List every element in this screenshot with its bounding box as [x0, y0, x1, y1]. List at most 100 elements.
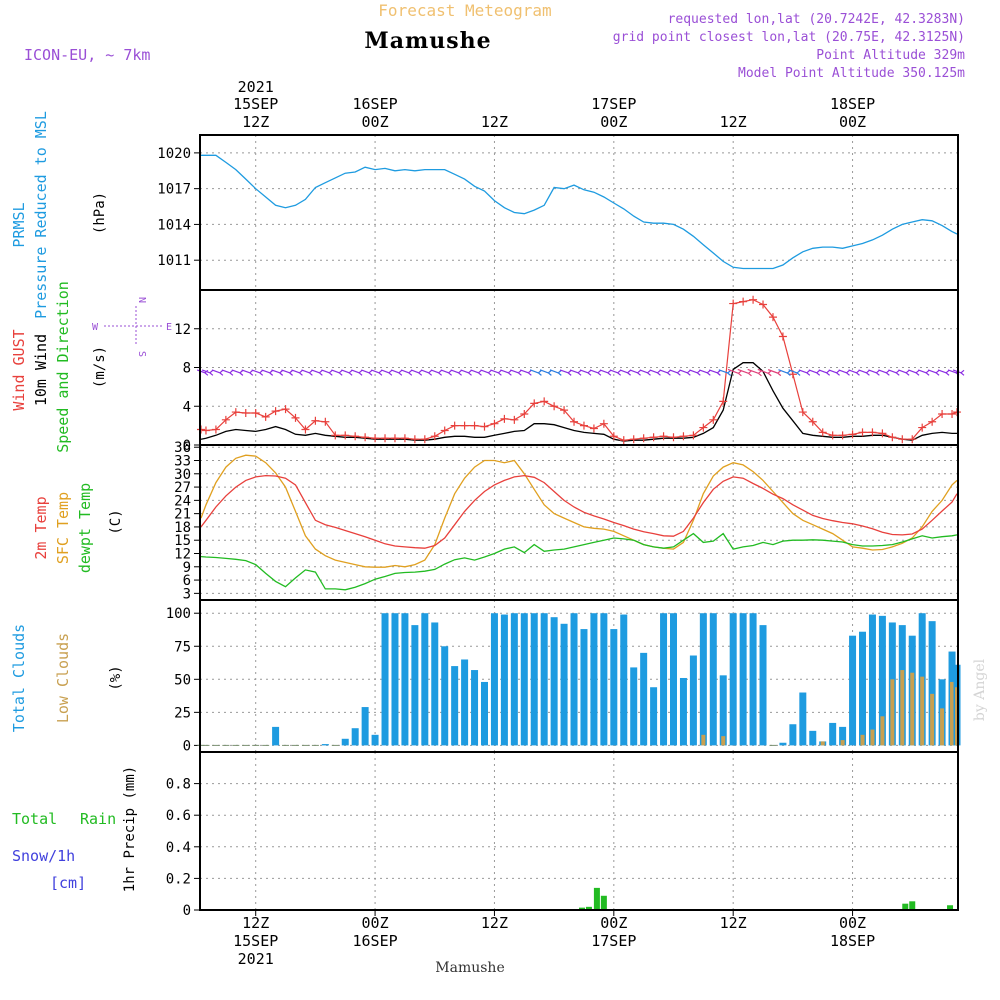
wind-arrow: [927, 369, 937, 374]
low-cloud-bar: [721, 736, 726, 746]
bottom-hour-label: 12Z: [481, 914, 508, 932]
ytick-label: 0.8: [166, 777, 191, 793]
rain-bar: [593, 887, 600, 910]
wind-arrowhead: [418, 369, 423, 376]
wind-arrow: [599, 369, 609, 374]
gust-marker: [719, 397, 728, 406]
gust-marker: [390, 434, 399, 443]
wind-arrowhead: [777, 370, 782, 377]
wind-arrow: [727, 368, 739, 374]
wind-arrow: [659, 369, 668, 374]
wind-arrowhead: [388, 369, 393, 376]
wind-arrowhead: [816, 369, 821, 376]
wind-arrow: [549, 369, 559, 374]
low-cloud-bar: [880, 716, 885, 746]
wind-arrow: [579, 369, 589, 374]
wind-arrow: [211, 369, 221, 374]
dewpoint-line: [200, 532, 958, 591]
wind-arrow: [669, 369, 678, 374]
gust-marker: [828, 431, 837, 440]
gust-marker: [599, 419, 608, 428]
wind-arrow: [361, 369, 370, 374]
gust-marker: [331, 431, 340, 440]
gust-marker: [798, 408, 807, 417]
wind-panel: 0 4 8 12: [174, 289, 965, 454]
wind-arrowhead: [249, 369, 254, 376]
total-cloud-bar: [928, 621, 936, 746]
ytick-label: 1020: [157, 146, 191, 162]
gust-marker: [928, 417, 937, 426]
wind-arrowhead: [717, 369, 721, 376]
ytick-label: 75: [174, 639, 191, 655]
wind-arrowhead: [428, 369, 433, 376]
wind-arrowhead: [885, 369, 890, 376]
wind-arrowhead: [587, 369, 592, 376]
gust-marker: [659, 432, 668, 441]
wind-arrowhead: [338, 369, 343, 376]
wind-arrow: [231, 369, 241, 374]
wind-arrow: [440, 369, 449, 374]
wind-arrow: [520, 369, 529, 374]
wind-arrowhead: [767, 370, 772, 377]
gust-marker: [560, 406, 569, 415]
wind-arrowhead: [836, 369, 840, 376]
wind-gust-label: Wind GUST: [10, 329, 28, 410]
wind-arrow: [708, 369, 718, 374]
wind-arrow: [410, 369, 419, 374]
low-cloud-bar: [910, 672, 915, 746]
gust-marker: [321, 417, 330, 426]
gust-marker: [420, 435, 429, 444]
wind-gust-line: [200, 299, 958, 441]
total-cloud-bar: [749, 613, 757, 746]
wind-arrowhead: [667, 369, 671, 376]
gust-marker: [579, 421, 588, 430]
total-cloud-bar: [570, 613, 578, 746]
wind-arrowhead: [239, 369, 244, 376]
gust-marker: [450, 421, 459, 430]
total-cloud-bar: [560, 623, 568, 746]
total-cloud-bar: [689, 655, 697, 746]
wind-arrow: [569, 369, 579, 374]
wind-arrow: [589, 369, 599, 374]
wind-arrowhead: [348, 369, 353, 376]
total-cloud-bar: [351, 728, 359, 746]
total-cloud-bar: [411, 625, 419, 746]
ytick-label: 50: [174, 672, 191, 688]
gust-marker: [649, 433, 658, 442]
total-cloud-bar: [640, 652, 648, 746]
wind-arrow: [898, 369, 907, 374]
wind-compass: N S W E: [92, 297, 172, 357]
location-title: Mamushe: [364, 28, 491, 54]
compass-n: N: [136, 297, 147, 303]
wind-arrow: [609, 369, 618, 374]
total-cloud-bar: [779, 742, 787, 746]
wind-arrow: [848, 369, 857, 374]
wind-arrowhead: [677, 369, 681, 376]
ytick-label: 25: [174, 705, 191, 721]
wind-arrowhead: [557, 369, 562, 376]
ytick-label: 100: [166, 606, 191, 622]
gust-marker: [858, 428, 867, 437]
pressure-label-a: PRMSL: [10, 202, 28, 247]
bottom-hour-label: 00Z: [600, 914, 627, 932]
wind-arrow: [271, 369, 280, 374]
wind-arrowhead: [358, 369, 363, 376]
wind-arrow: [559, 369, 569, 374]
ytick-label: 24: [174, 493, 191, 509]
wind-arrow: [639, 369, 648, 374]
total-cloud-bar: [371, 734, 379, 746]
compass-s: S: [136, 351, 147, 357]
ytick-label: 1014: [157, 217, 191, 233]
low-cloud-bar: [840, 740, 845, 746]
wind-arrow: [937, 369, 947, 374]
wind-arrowhead: [895, 369, 900, 376]
precip-panel: 0 0.2 0.4 0.6 0.8: [166, 751, 959, 919]
wind-arrow: [480, 369, 489, 374]
wind-arrow: [301, 369, 310, 374]
ytick-label: 0.2: [166, 871, 191, 887]
gust-marker: [619, 436, 628, 445]
total-cloud-bar: [839, 726, 847, 746]
gust-marker: [778, 332, 787, 341]
